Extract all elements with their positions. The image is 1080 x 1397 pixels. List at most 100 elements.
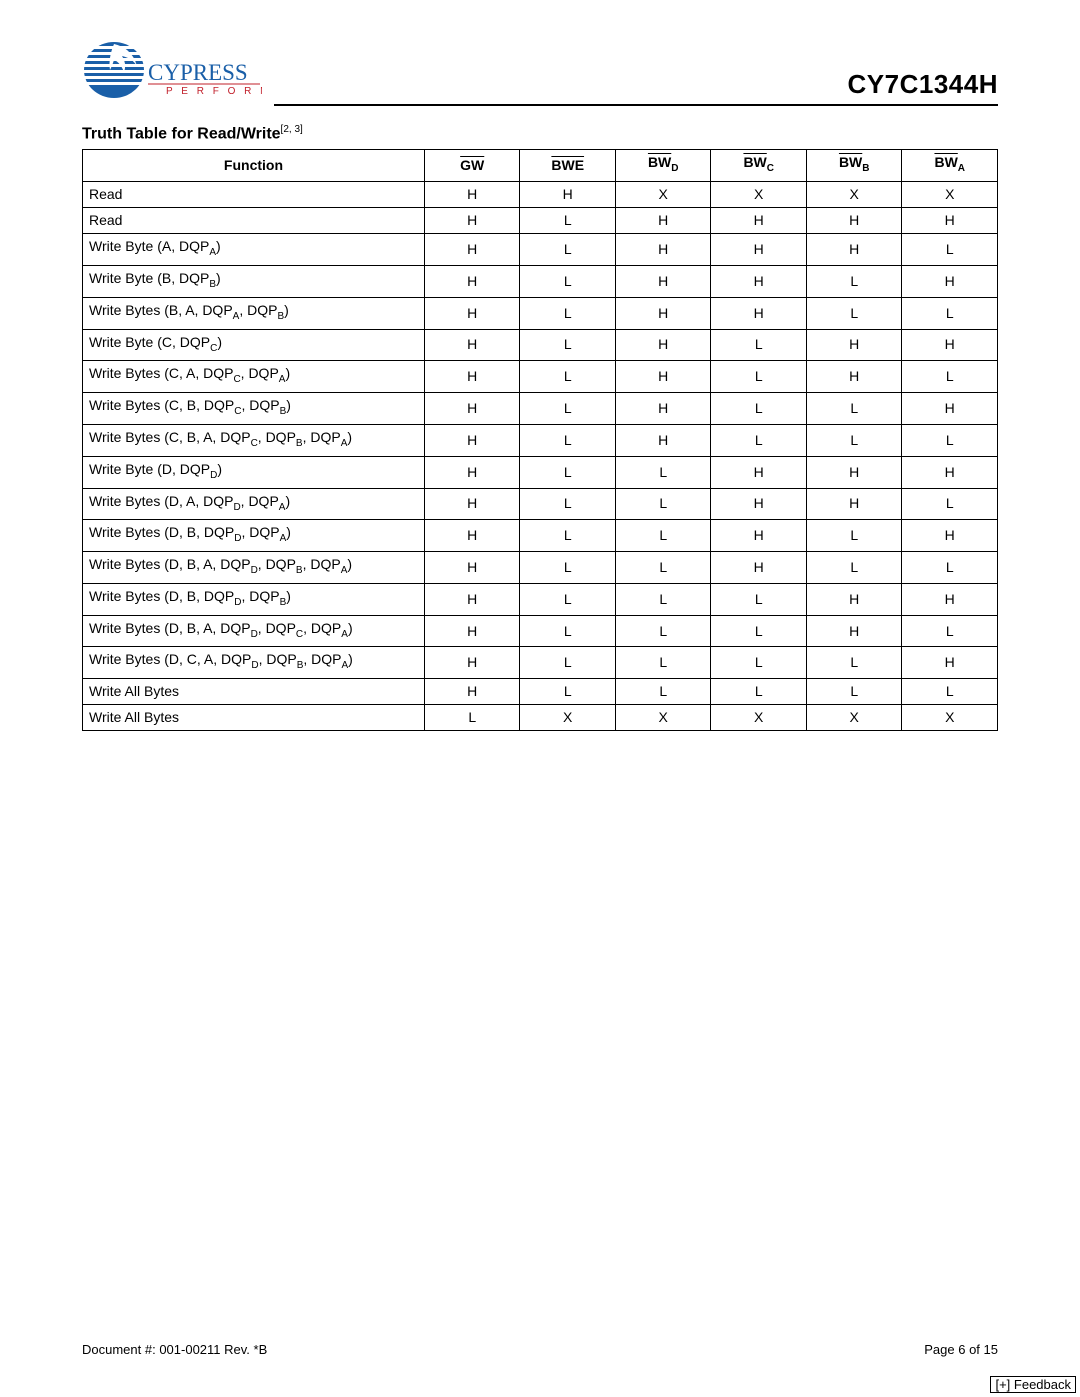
value-cell: H [424, 615, 520, 647]
value-cell: H [902, 208, 998, 234]
value-cell: H [711, 520, 807, 552]
value-cell: L [711, 647, 807, 679]
table-row: Write Bytes (D, A, DQPD, DQPA)HLLHHL [83, 488, 998, 520]
value-cell: H [806, 361, 902, 393]
value-cell: H [711, 552, 807, 584]
value-cell: H [615, 208, 711, 234]
value-cell: L [615, 488, 711, 520]
table-row: Write Bytes (B, A, DQPA, DQPB)HLHHLL [83, 297, 998, 329]
value-cell: H [424, 424, 520, 456]
function-cell: Write All Bytes [83, 705, 425, 731]
value-cell: X [902, 705, 998, 731]
doc-number: Document #: 001-00211 Rev. *B [82, 1342, 267, 1357]
table-row: Write Byte (A, DQPA)HLHHHL [83, 234, 998, 266]
value-cell: L [424, 705, 520, 731]
value-cell: L [806, 393, 902, 425]
value-cell: H [806, 329, 902, 361]
value-cell: H [424, 583, 520, 615]
value-cell: L [902, 552, 998, 584]
value-cell: H [806, 456, 902, 488]
value-cell: L [520, 488, 616, 520]
value-cell: L [615, 647, 711, 679]
table-row: Write Bytes (C, A, DQPC, DQPA)HLHLHL [83, 361, 998, 393]
table-row: Write All BytesLXXXXX [83, 705, 998, 731]
value-cell: L [520, 520, 616, 552]
value-cell: L [520, 456, 616, 488]
table-row: Write Bytes (D, C, A, DQPD, DQPB, DQPA)H… [83, 647, 998, 679]
value-cell: L [902, 361, 998, 393]
function-cell: Write Bytes (D, B, DQPD, DQPB) [83, 583, 425, 615]
value-cell: H [424, 552, 520, 584]
value-cell: H [424, 182, 520, 208]
value-cell: H [424, 647, 520, 679]
value-cell: L [520, 615, 616, 647]
value-cell: H [806, 234, 902, 266]
value-cell: L [711, 679, 807, 705]
value-cell: H [424, 297, 520, 329]
value-cell: H [806, 615, 902, 647]
table-row: Write All BytesHLLLLL [83, 679, 998, 705]
value-cell: L [806, 297, 902, 329]
value-cell: L [711, 393, 807, 425]
function-cell: Write Bytes (D, B, A, DQPD, DQPB, DQPA) [83, 552, 425, 584]
value-cell: L [902, 234, 998, 266]
value-cell: H [424, 234, 520, 266]
value-cell: H [711, 297, 807, 329]
value-cell: H [806, 488, 902, 520]
value-cell: H [902, 647, 998, 679]
value-cell: H [615, 393, 711, 425]
value-cell: L [806, 520, 902, 552]
col-gw: GW [424, 150, 520, 182]
value-cell: L [615, 583, 711, 615]
function-cell: Read [83, 182, 425, 208]
value-cell: H [806, 208, 902, 234]
value-cell: L [520, 647, 616, 679]
value-cell: L [615, 679, 711, 705]
value-cell: H [424, 679, 520, 705]
value-cell: X [711, 182, 807, 208]
value-cell: X [711, 705, 807, 731]
value-cell: H [615, 265, 711, 297]
value-cell: X [806, 705, 902, 731]
function-cell: Write Bytes (D, C, A, DQPD, DQPB, DQPA) [83, 647, 425, 679]
value-cell: H [424, 520, 520, 552]
value-cell: L [615, 456, 711, 488]
function-cell: Write Bytes (D, A, DQPD, DQPA) [83, 488, 425, 520]
value-cell: L [520, 297, 616, 329]
value-cell: X [615, 705, 711, 731]
page-number: Page 6 of 15 [924, 1342, 998, 1357]
value-cell: L [711, 615, 807, 647]
value-cell: L [806, 647, 902, 679]
col-bwC: BWC [711, 150, 807, 182]
col-bwA: BWA [902, 150, 998, 182]
value-cell: L [520, 361, 616, 393]
value-cell: H [615, 234, 711, 266]
value-cell: L [615, 552, 711, 584]
value-cell: L [711, 424, 807, 456]
function-cell: Write Byte (D, DQPD) [83, 456, 425, 488]
value-cell: L [902, 488, 998, 520]
value-cell: H [424, 208, 520, 234]
function-cell: Write Bytes (D, B, DQPD, DQPA) [83, 520, 425, 552]
function-cell: Write All Bytes [83, 679, 425, 705]
function-cell: Write Byte (C, DQPC) [83, 329, 425, 361]
table-row: ReadHHXXXX [83, 182, 998, 208]
function-cell: Write Bytes (C, B, DQPC, DQPB) [83, 393, 425, 425]
table-row: Write Byte (C, DQPC)HLHLHH [83, 329, 998, 361]
value-cell: L [520, 679, 616, 705]
function-cell: Write Bytes (D, B, A, DQPD, DQPC, DQPA) [83, 615, 425, 647]
value-cell: L [615, 615, 711, 647]
value-cell: H [711, 208, 807, 234]
cypress-logo: CYPRESS P E R F O R M [82, 36, 262, 106]
value-cell: L [520, 552, 616, 584]
table-row: Write Byte (B, DQPB)HLHHLH [83, 265, 998, 297]
value-cell: H [424, 361, 520, 393]
table-title: Truth Table for Read/Write[2, 3] [82, 124, 998, 143]
value-cell: H [806, 583, 902, 615]
feedback-button[interactable]: [+] Feedback [990, 1376, 1076, 1393]
table-row: Write Bytes (C, B, DQPC, DQPB)HLHLLH [83, 393, 998, 425]
value-cell: X [902, 182, 998, 208]
value-cell: H [902, 520, 998, 552]
table-row: Write Bytes (D, B, DQPD, DQPB)HLLLHH [83, 583, 998, 615]
function-cell: Write Bytes (C, A, DQPC, DQPA) [83, 361, 425, 393]
